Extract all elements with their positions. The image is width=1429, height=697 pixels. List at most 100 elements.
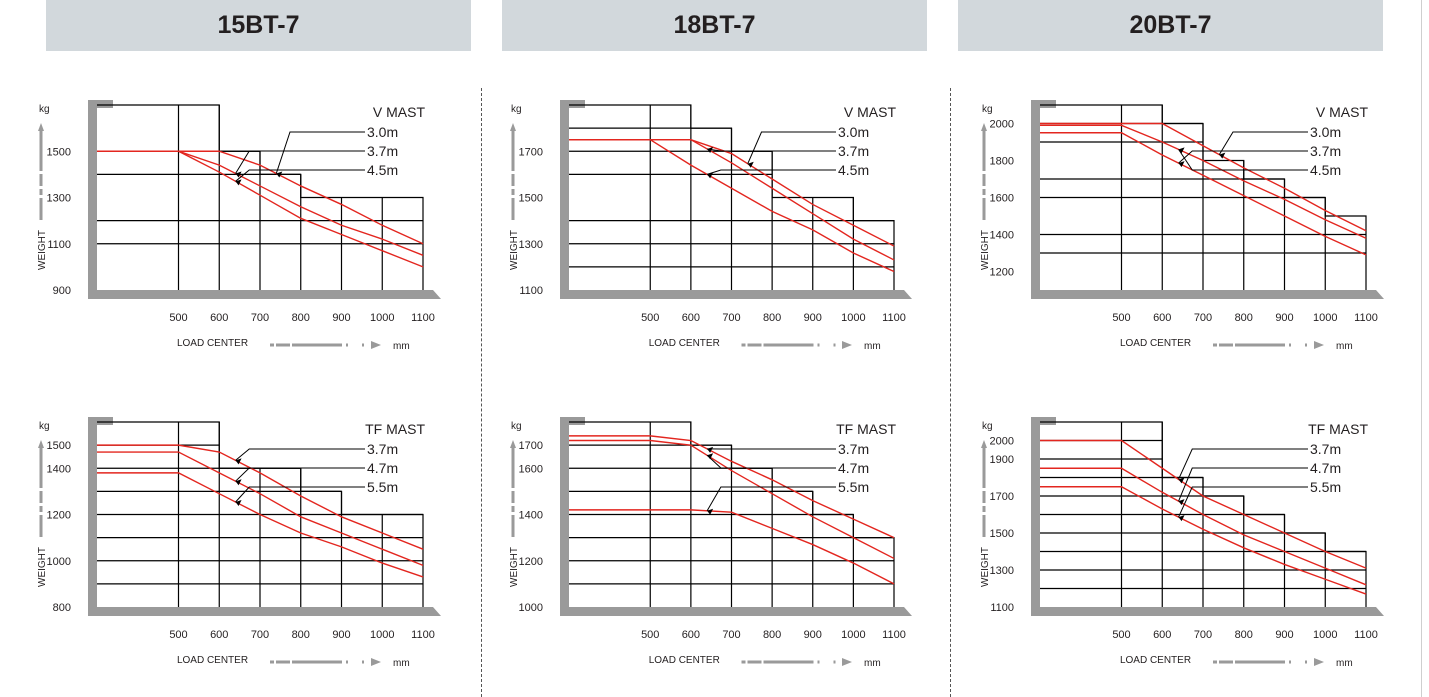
x-tick-label: 700	[722, 312, 740, 324]
y-tick-label: 1900	[990, 454, 1014, 466]
x-axis-label: LOAD CENTER	[1120, 338, 1191, 349]
curve-5.5m	[569, 509, 895, 585]
curve-5.5m	[1040, 486, 1367, 595]
y-unit: kg	[39, 104, 50, 115]
pointer-line	[1178, 448, 1308, 480]
y-tick-label: 2000	[990, 436, 1014, 448]
pointer-line	[1178, 486, 1308, 518]
x-tick-label: 800	[763, 312, 781, 324]
mast-height-label: 4.7m	[1310, 460, 1341, 476]
x-arrowhead	[371, 658, 381, 666]
mast-height-label: 3.7m	[838, 143, 869, 159]
x-tick-label: 900	[332, 312, 350, 324]
x-tick-label: 1100	[411, 312, 435, 324]
x-tick-label: 800	[763, 629, 781, 641]
pointer-line	[706, 486, 836, 512]
mast-height-label: 3.7m	[1310, 441, 1341, 457]
pointer-line	[235, 467, 365, 482]
x-tick-label: 900	[1275, 312, 1293, 324]
pointer-line	[235, 169, 365, 182]
x-axis-label: LOAD CENTER	[177, 338, 248, 349]
pointer-line	[235, 150, 365, 174]
curve-3.7m	[569, 435, 895, 539]
mast-height-label: 4.7m	[838, 460, 869, 476]
pointer-arrowhead	[1178, 499, 1185, 506]
x-tick-label: 800	[1235, 629, 1253, 641]
x-tick-label: 500	[641, 312, 659, 324]
y-arrowhead	[981, 123, 987, 131]
y-tick-label: 1700	[519, 146, 543, 158]
x-tick-label: 600	[682, 629, 700, 641]
curve-3.7m	[1040, 132, 1367, 256]
x-tick-label: 600	[682, 312, 700, 324]
x-tick-label: 800	[292, 629, 310, 641]
pointer-arrowhead	[707, 446, 714, 453]
pointer-arrowhead	[235, 171, 242, 178]
y-tick-label: 1200	[519, 556, 543, 568]
curve-4.7m	[97, 451, 424, 567]
x-tick-label: 1000	[841, 629, 865, 641]
x-tick-label: 1100	[882, 312, 906, 324]
y-arrowhead	[510, 440, 516, 448]
x-tick-label: 1100	[411, 629, 435, 641]
pointer-arrowhead	[235, 479, 242, 486]
pointer-arrowhead	[1178, 161, 1185, 168]
y-tick-label: 1500	[519, 193, 543, 205]
pointer-line	[235, 486, 365, 503]
y-tick-label: 1700	[990, 491, 1014, 503]
model-banner-1: 15BT-7	[46, 0, 471, 51]
x-arrowhead	[371, 341, 381, 349]
y-tick-label: 1100	[47, 239, 71, 251]
y-axis-label: WEIGHT	[509, 230, 520, 270]
curve-3.7m	[1040, 439, 1367, 569]
y-tick-label: 1000	[47, 556, 71, 568]
chart-2: V MAST 3.0m 3.7m 4.5m kg 1100 1300 1500 1700 WEIG…	[509, 100, 912, 352]
x-tick-label: 900	[804, 629, 822, 641]
y-tick-label: 1300	[47, 193, 71, 205]
y-unit: kg	[511, 104, 522, 115]
mast-label: TF MAST	[836, 421, 896, 437]
y-tick-label: 1600	[519, 463, 543, 475]
mast-height-label: 4.5m	[367, 162, 398, 178]
x-tick-label: 700	[722, 629, 740, 641]
mast-height-label: 3.0m	[838, 124, 869, 140]
x-axis-label: LOAD CENTER	[649, 655, 720, 666]
y-tick-label: 1200	[990, 267, 1014, 279]
pointer-arrowhead	[707, 146, 714, 153]
curve-4.7m	[1040, 467, 1367, 586]
x-tick-label: 1000	[1313, 312, 1337, 324]
mast-height-label: 3.7m	[367, 441, 398, 457]
chart-5: TF MAST 3.7m 4.7m 5.5m kg 1000 1200 1400 1600 170…	[509, 417, 912, 669]
y-arrowhead	[38, 123, 44, 131]
y-tick-label: 1800	[990, 156, 1014, 168]
mast-height-label: 5.5m	[1310, 479, 1341, 495]
mast-label: V MAST	[1316, 104, 1369, 120]
curve-3.7m	[97, 150, 424, 256]
y-tick-label: 1100	[990, 602, 1014, 614]
x-tick-label: 700	[251, 312, 269, 324]
y-unit: kg	[982, 421, 993, 432]
chart-1: V MAST 3.0m 3.7m 4.5m kg 900 1100 1300 1500 WEIGH…	[37, 100, 441, 352]
x-arrowhead	[842, 658, 852, 666]
mast-height-label: 3.7m	[1310, 143, 1341, 159]
curve-4.5m	[569, 138, 895, 273]
curve-4.7m	[569, 439, 895, 560]
y-tick-label: 1400	[990, 230, 1014, 242]
mast-label: TF MAST	[1308, 421, 1368, 437]
mast-height-label: 3.0m	[1310, 124, 1341, 140]
y-tick-label: 1400	[519, 510, 543, 522]
x-tick-label: 1100	[882, 629, 906, 641]
curve-4.5m	[1040, 124, 1367, 239]
pointer-line	[706, 454, 836, 469]
pointer-arrowhead	[707, 453, 714, 460]
mast-label: V MAST	[844, 104, 897, 120]
x-axis-label: LOAD CENTER	[1120, 655, 1191, 666]
y-unit: kg	[39, 421, 50, 432]
y-tick-label: 1400	[47, 463, 71, 475]
curve-3.0m	[97, 150, 424, 245]
y-tick-label: 1500	[47, 146, 71, 158]
x-tick-label: 500	[169, 629, 187, 641]
pointer-arrowhead	[1178, 515, 1185, 522]
y-tick-label: 2000	[990, 119, 1014, 131]
x-arrowhead	[1314, 341, 1324, 349]
